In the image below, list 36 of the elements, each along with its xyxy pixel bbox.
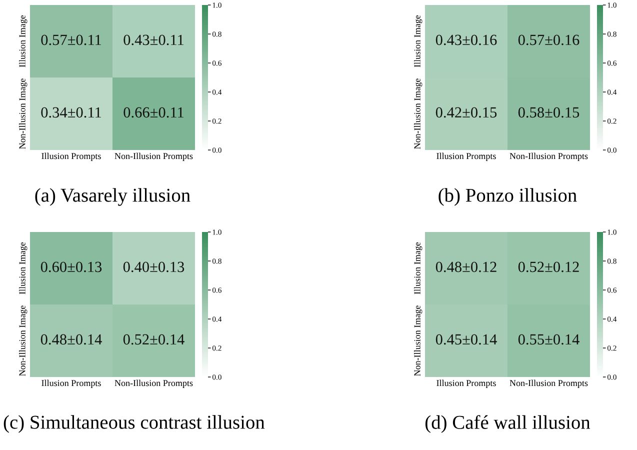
- data-label: 0.57±0.11: [41, 34, 101, 46]
- data-label: 0.66±0.11: [124, 107, 184, 118]
- x-tick-label: Non-Illusion Prompts: [114, 152, 193, 161]
- y-tick-label: Illusion Image: [414, 15, 422, 68]
- data-label: 0.48±0.14: [40, 334, 102, 345]
- x-tick-label: Illusion Prompts: [436, 152, 496, 161]
- data-label: 0.55±0.14: [518, 334, 580, 345]
- x-tick-label: Illusion Prompts: [42, 380, 101, 388]
- text: (b) Ponzo illusion: [438, 188, 577, 206]
- data-label: 0.60±0.13: [40, 262, 102, 272]
- data-label: 0.42±0.15: [436, 107, 497, 118]
- data-label: 0.34±0.11: [41, 107, 101, 118]
- data-label: 0.52±0.14: [123, 334, 184, 345]
- text: (a) Vasarely illusion: [35, 188, 190, 206]
- y-tick-label: Illusion Image: [414, 242, 422, 294]
- text: (d) Café wall illusion: [425, 415, 590, 433]
- data-label: 0.40±0.13: [123, 262, 184, 272]
- data-label: 0.57±0.16: [518, 34, 580, 46]
- data-label: 0.48±0.12: [436, 262, 496, 272]
- x-tick-label: Illusion Prompts: [436, 380, 496, 388]
- y-tick-label: Non-Illusion Image: [414, 306, 422, 376]
- y-tick-label: Non-Illusion Image: [19, 78, 28, 149]
- x-tick-label: Non-Illusion Prompts: [510, 380, 588, 388]
- data-label: 0.43±0.16: [436, 34, 497, 46]
- data-label: 0.45±0.14: [436, 334, 497, 345]
- data-label: 0.58±0.15: [518, 107, 580, 118]
- x-tick-label: Illusion Prompts: [42, 152, 101, 161]
- text: (c) Simultaneous contrast illusion: [4, 415, 265, 433]
- y-tick-label: Illusion Image: [19, 242, 28, 294]
- data-label: 0.52±0.12: [518, 262, 579, 272]
- x-tick-label: Non-Illusion Prompts: [510, 152, 588, 161]
- y-tick-label: Illusion Image: [19, 15, 28, 68]
- data-label: 0.43±0.11: [124, 34, 184, 46]
- y-tick-label: Non-Illusion Image: [19, 306, 28, 376]
- y-tick-label: Non-Illusion Image: [414, 78, 422, 149]
- x-tick-label: Non-Illusion Prompts: [114, 380, 193, 388]
